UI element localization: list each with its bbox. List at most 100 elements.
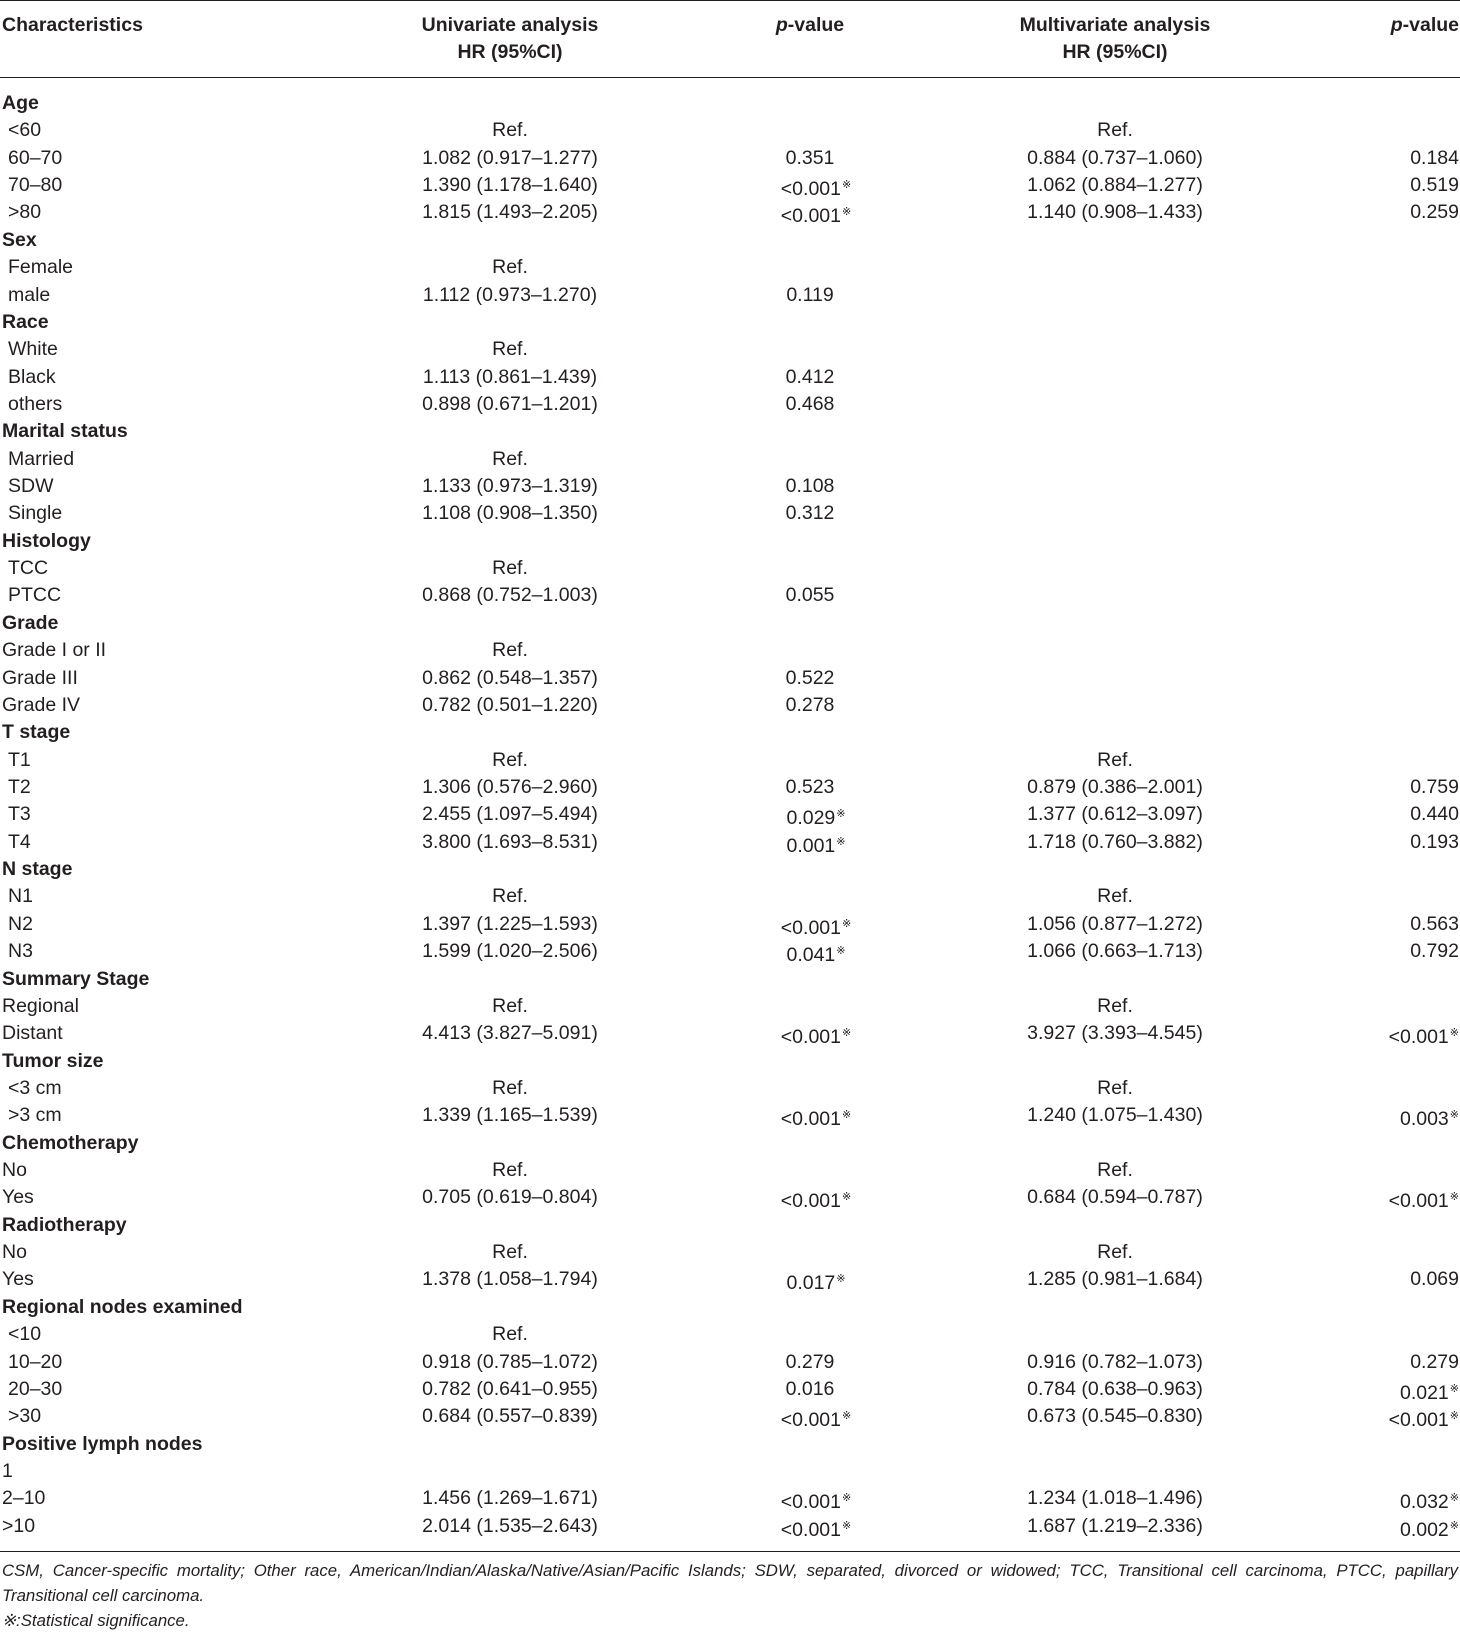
table-group-row: T stage (0, 719, 1460, 746)
table-group-row: Histology (0, 528, 1460, 555)
header-univariate-hr: HR (95%CI) (457, 41, 563, 63)
table-row: 60–70 1.082 (0.917–1.277) 0.351 0.884 (0.73… (0, 145, 1460, 172)
univariate-p-cell: <0.001 (746, 172, 886, 203)
row-label: T4 (8, 830, 31, 853)
univariate-hr-cell: 1.339 (1.165–1.539) (422, 1104, 598, 1127)
row-label: >10 (2, 1514, 36, 1537)
row-label: male (8, 283, 51, 306)
multivariate-p-cell: <0.001 (1280, 1020, 1459, 1051)
header-rule (0, 77, 1460, 78)
univariate-hr-cell: Ref. (492, 639, 528, 662)
row-label: No (2, 1159, 27, 1182)
footnote-abbreviations: CSM, Cancer-specific mortality; Other ra… (2, 1561, 1458, 1605)
table-group-row: Positive lymph nodes (0, 1431, 1460, 1458)
row-label: Regional (2, 994, 79, 1017)
table-row: male 1.112 (0.973–1.270) 0.119 (0, 282, 1460, 309)
table-row: Grade I or II Ref. (0, 637, 1460, 664)
group-label: Chemotherapy (2, 1131, 139, 1154)
table-row: T3 2.455 (1.097–5.494) 0.029 1.377 (0.612–3… (0, 801, 1460, 829)
multivariate-p-cell: 0.759 (1410, 775, 1459, 798)
row-label: T3 (8, 803, 31, 826)
multivariate-hr-cell: Ref. (1097, 119, 1133, 142)
table-row: >80 1.815 (1.493–2.205) <0.001 1.140 (0.908… (0, 199, 1460, 227)
multivariate-p-cell: 0.032 (1280, 1485, 1459, 1516)
univariate-hr-cell: Ref. (492, 1159, 528, 1182)
univariate-hr-cell: 0.918 (0.785–1.072) (422, 1350, 598, 1373)
multivariate-hr-cell: Ref. (1097, 1241, 1133, 1264)
univariate-hr-cell: 1.390 (1.178–1.640) (422, 174, 598, 197)
univariate-hr-cell: 3.800 (1.693–8.531) (422, 830, 598, 853)
header-p-value-multivariate: p-value (1280, 12, 1459, 39)
table-row: Married Ref. (0, 446, 1460, 473)
univariate-p-cell: 0.412 (785, 365, 835, 388)
group-label: Radiotherapy (2, 1213, 127, 1236)
group-label: T stage (2, 721, 71, 744)
group-label: Sex (2, 228, 37, 251)
univariate-hr-cell: 1.108 (0.908–1.350) (422, 502, 598, 525)
multivariate-p-cell: 0.003 (1280, 1102, 1459, 1133)
univariate-hr-cell: Ref. (492, 885, 528, 908)
table-group-row: Regional nodes examined (0, 1294, 1460, 1321)
row-label: N2 (8, 912, 33, 935)
row-label: Yes (2, 1268, 34, 1291)
univariate-p-cell: <0.001 (746, 1485, 886, 1516)
table-group-row: Radiotherapy (0, 1212, 1460, 1239)
univariate-hr-cell: 1.113 (0.861–1.439) (422, 365, 598, 388)
univariate-hr-cell: 1.378 (1.058–1.794) (422, 1268, 598, 1291)
row-label: SDW (8, 475, 54, 498)
univariate-hr-cell: Ref. (492, 256, 528, 279)
table-row: T1 Ref. Ref. (0, 747, 1460, 774)
table-row: 2–10 1.456 (1.269–1.671) <0.001 1.234 (1.01… (0, 1485, 1460, 1513)
row-label: N1 (8, 885, 33, 908)
row-label: 10–20 (8, 1350, 63, 1373)
multivariate-p-cell: 0.563 (1410, 912, 1459, 935)
row-label: <3 cm (8, 1076, 62, 1099)
multivariate-hr-cell: 1.687 (1.219–2.336) (1027, 1514, 1203, 1537)
table-row: <3 cm Ref. Ref. (0, 1075, 1460, 1102)
univariate-hr-cell: 0.868 (0.752–1.003) (422, 584, 598, 607)
table-row: 1 (0, 1458, 1460, 1485)
table-row: Yes 0.705 (0.619–0.804) <0.001 0.684 (0.594… (0, 1184, 1460, 1212)
univariate-p-cell: <0.001 (746, 199, 886, 230)
multivariate-hr-cell: 1.066 (0.663–1.713) (1027, 940, 1203, 963)
univariate-p-cell: 0.001 (746, 829, 886, 860)
table-group-row: Chemotherapy (0, 1130, 1460, 1157)
table-header: Characteristics Univariate analysis HR (… (0, 12, 1460, 72)
multivariate-hr-cell: 1.240 (1.075–1.430) (1027, 1104, 1203, 1127)
table-row: 70–80 1.390 (1.178–1.640) <0.001 1.062 (0.8… (0, 172, 1460, 200)
group-label: Grade (2, 611, 59, 634)
univariate-p-cell: 0.279 (785, 1350, 835, 1373)
univariate-hr-cell: 1.112 (0.973–1.270) (422, 283, 598, 306)
multivariate-p-cell: <0.001 (1280, 1403, 1459, 1434)
univariate-hr-cell: 1.306 (0.576–2.960) (422, 775, 598, 798)
table-row: White Ref. (0, 336, 1460, 363)
univariate-hr-cell: 0.898 (0.671–1.201) (422, 392, 598, 415)
group-label: N stage (2, 858, 73, 881)
univariate-p-cell: 0.108 (785, 475, 835, 498)
table-body: Age <60 Ref. Ref. 60–70 1.082 (0.917–1.277) 0.… (0, 90, 1460, 1541)
header-p-italic: p (775, 14, 788, 36)
header-p-value-label: p-value (1280, 12, 1459, 39)
table-row: N1 Ref. Ref. (0, 883, 1460, 910)
multivariate-p-cell: 0.519 (1410, 174, 1459, 197)
univariate-hr-cell: Ref. (492, 557, 528, 580)
table-row: <10 Ref. (0, 1321, 1460, 1348)
row-label: >3 cm (8, 1104, 62, 1127)
table-row: No Ref. Ref. (0, 1157, 1460, 1184)
row-label: 2–10 (2, 1487, 46, 1510)
multivariate-hr-cell: Ref. (1097, 1076, 1133, 1099)
row-label: Distant (2, 1022, 63, 1045)
multivariate-p-cell: 0.002 (1280, 1513, 1459, 1544)
row-label: >80 (8, 201, 42, 224)
table-group-row: Summary Stage (0, 966, 1460, 993)
table-row: 20–30 0.782 (0.641–0.955) 0.016 0.784 (0.63… (0, 1376, 1460, 1404)
table-row: Female Ref. (0, 254, 1460, 281)
group-label: Marital status (2, 420, 128, 443)
multivariate-hr-cell: 1.718 (0.760–3.882) (1027, 830, 1203, 853)
multivariate-hr-cell: 0.879 (0.386–2.001) (1027, 775, 1203, 798)
table-row: No Ref. Ref. (0, 1239, 1460, 1266)
univariate-hr-cell: 0.705 (0.619–0.804) (422, 1186, 598, 1209)
group-label: Race (2, 310, 49, 333)
multivariate-hr-cell: 0.673 (0.545–0.830) (1027, 1405, 1203, 1428)
multivariate-hr-cell: 1.140 (0.908–1.433) (1027, 201, 1203, 224)
